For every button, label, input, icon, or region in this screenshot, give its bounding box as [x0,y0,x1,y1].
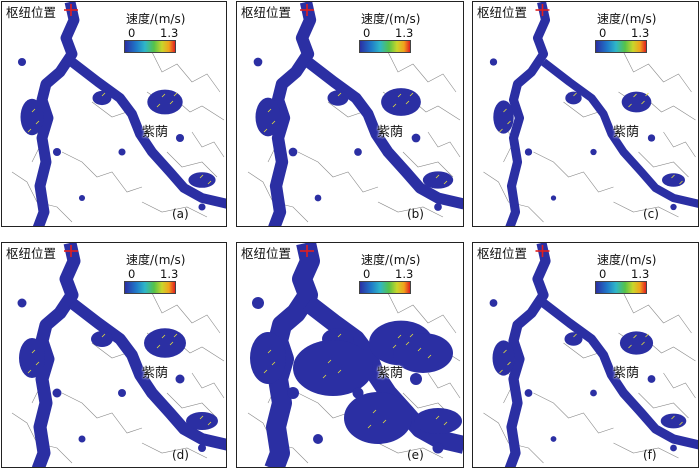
place-label-ziyin: 紫荫 [377,125,404,140]
hub-marker [535,245,550,257]
inundation-area [250,243,463,467]
legend-min-label: 0 [599,267,607,281]
inundation-area [489,243,698,467]
legend-colorbar [124,281,176,294]
legend-min-label: 0 [128,267,136,281]
legend-min-label: 0 [599,26,607,40]
panel-letter: (a) [172,207,189,221]
hub-marker [64,245,78,257]
legend-max-label: 1.3 [395,26,414,40]
hub-location-label: 枢纽位置 [477,5,528,20]
legend-max-label: 1.3 [631,267,650,281]
velocity-arrows [499,333,683,426]
hub-location-label: 枢纽位置 [241,5,292,20]
hub-location-label: 枢纽位置 [6,5,57,20]
hub-location-label: 枢纽位置 [6,246,57,261]
map-panel-c: 枢纽位置 速度/(m/s) 0 1.3 紫荫 (c) [472,1,699,227]
legend-max-label: 1.3 [160,267,179,281]
velocity-arrows [263,92,448,185]
hub-location-label: 枢纽位置 [241,246,292,261]
legend-min-label: 0 [363,26,371,40]
legend-title: 速度/(m/s) [597,12,657,26]
hub-location-label: 枢纽位置 [477,246,528,261]
place-label-ziyin: 紫荫 [142,366,169,381]
legend-colorbar [359,40,411,53]
place-label-ziyin: 紫荫 [613,125,640,140]
flood-map [247,243,463,467]
hub-marker [535,4,550,16]
legend-colorbar [359,281,411,294]
map-panel-e: 枢纽位置 速度/(m/s) 0 1.3 紫荫 (e) [236,242,464,468]
place-label-ziyin: 紫荫 [142,125,169,140]
panel-letter: (b) [407,207,424,221]
flood-map [247,2,463,226]
map-panel-b: 枢纽位置 速度/(m/s) 0 1.3 紫荫 (b) [236,1,464,227]
flood-map [11,2,226,226]
velocity-arrows [27,92,212,185]
inundation-area [17,243,226,467]
panel-letter: (f) [643,448,657,462]
flood-map [483,2,698,226]
hub-marker [64,4,78,16]
flood-map [483,243,698,467]
legend-title: 速度/(m/s) [126,253,186,267]
legend-colorbar [595,40,647,53]
map-panel-a: 枢纽位置 速度/(m/s) 0 1.3 紫荫 (a) [1,1,227,227]
legend-min-label: 0 [128,26,136,40]
place-label-ziyin: 紫荫 [613,366,640,381]
legend-title: 速度/(m/s) [597,253,657,267]
legend-title: 速度/(m/s) [126,12,186,26]
legend-max-label: 1.3 [631,26,650,40]
legend-title: 速度/(m/s) [361,12,421,26]
velocity-arrows [499,92,683,185]
legend-colorbar [595,281,647,294]
map-panel-d: 枢纽位置 速度/(m/s) 0 1.3 紫荫 (d) [1,242,227,468]
place-label-ziyin: 紫荫 [377,366,404,381]
inundation-area [17,2,226,226]
flood-map [11,243,226,467]
hub-marker [300,245,314,257]
legend-title: 速度/(m/s) [361,253,421,267]
panel-letter: (e) [407,448,424,462]
inundation-area [489,2,698,226]
velocity-arrows [263,333,448,429]
legend-max-label: 1.3 [160,26,179,40]
legend-max-label: 1.3 [395,267,414,281]
inundation-area [253,2,463,226]
map-panel-f: 枢纽位置 速度/(m/s) 0 1.3 紫荫 (f) [472,242,699,468]
panel-letter: (c) [643,207,659,221]
velocity-arrows [27,333,212,426]
panel-letter: (d) [172,448,189,462]
hub-marker [300,4,314,16]
legend-min-label: 0 [363,267,371,281]
legend-colorbar [124,40,176,53]
